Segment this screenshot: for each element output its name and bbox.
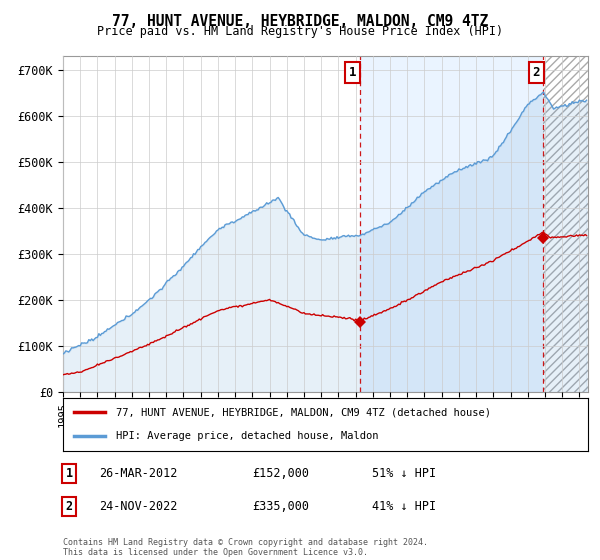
Text: 77, HUNT AVENUE, HEYBRIDGE, MALDON, CM9 4TZ: 77, HUNT AVENUE, HEYBRIDGE, MALDON, CM9 … (112, 14, 488, 29)
Text: Contains HM Land Registry data © Crown copyright and database right 2024.
This d: Contains HM Land Registry data © Crown c… (63, 538, 428, 557)
Bar (543, 56, 588, 392)
Text: 41% ↓ HPI: 41% ↓ HPI (372, 500, 436, 514)
Text: HPI: Average price, detached house, Maldon: HPI: Average price, detached house, Mald… (115, 431, 378, 441)
Text: 26-MAR-2012: 26-MAR-2012 (99, 466, 178, 480)
Text: 2: 2 (65, 500, 73, 514)
Text: £152,000: £152,000 (252, 466, 309, 480)
Text: 1: 1 (349, 66, 356, 79)
Text: 77, HUNT AVENUE, HEYBRIDGE, MALDON, CM9 4TZ (detached house): 77, HUNT AVENUE, HEYBRIDGE, MALDON, CM9 … (115, 408, 491, 418)
Text: 24-NOV-2022: 24-NOV-2022 (99, 500, 178, 514)
Text: Price paid vs. HM Land Registry's House Price Index (HPI): Price paid vs. HM Land Registry's House … (97, 25, 503, 38)
Text: 1: 1 (65, 466, 73, 480)
Text: 2: 2 (533, 66, 540, 79)
Text: £335,000: £335,000 (252, 500, 309, 514)
Bar (543, 56, 588, 392)
Bar (359, 56, 543, 392)
Text: 51% ↓ HPI: 51% ↓ HPI (372, 466, 436, 480)
